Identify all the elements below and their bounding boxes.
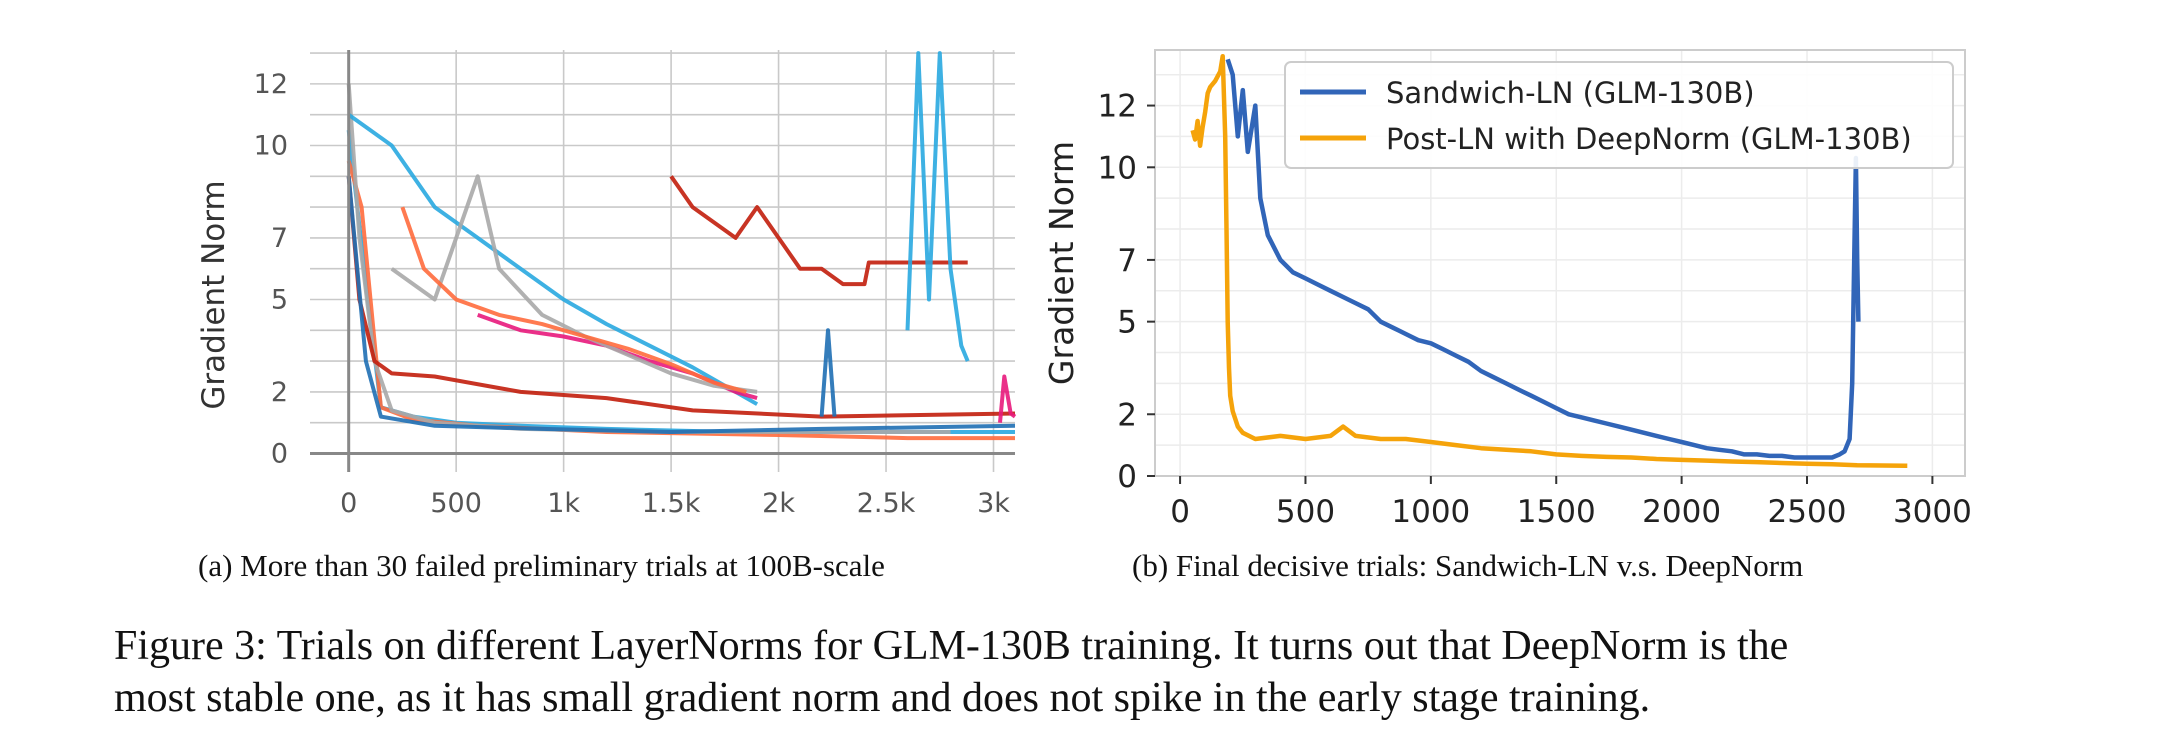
panel-a-trial-series xyxy=(347,113,759,406)
panel-b-x-tick-label: 0 xyxy=(1170,494,1190,530)
panel-b-x-tick-label: 1500 xyxy=(1517,494,1596,530)
panel-b-y-tick-label: 12 xyxy=(1098,89,1137,125)
sandwich-ln-series xyxy=(1225,58,1861,460)
legend-label-sandwich-ln: Sandwich-LN (GLM-130B) xyxy=(1386,76,1755,110)
panel-b-y-tick-label: 10 xyxy=(1098,150,1137,186)
panel-a-series xyxy=(346,51,1017,441)
panel-b-x-tick-label: 2000 xyxy=(1642,494,1721,530)
subcaption-b: (b) Final decisive trials: Sandwich-LN v… xyxy=(1132,548,1804,583)
panel-a-tick-labels: 0 500 1k 1.5k 2k 2.5k 3k 0 2 5 7 10 12 xyxy=(254,69,1011,519)
panel-a-trial-series xyxy=(346,176,1016,434)
panel-a-trial-series xyxy=(346,83,951,434)
panel-b-y-axis-label: Gradient Norm xyxy=(1042,141,1081,385)
panel-a-y-tick-label: 7 xyxy=(271,223,288,254)
panel-a-x-tick-label: 3k xyxy=(977,488,1010,519)
panel-a-x-tick-label: 0 xyxy=(340,488,357,519)
panel-a-y-axis-label: Gradient Norm xyxy=(196,180,232,409)
panel-b-plot-frame xyxy=(1154,49,1966,477)
panel-a-x-tick-label: 1.5k xyxy=(642,488,701,519)
panel-b-x-tick-label: 1000 xyxy=(1391,494,1470,530)
figure-caption-line-1: Figure 3: Trials on different LayerNorms… xyxy=(114,623,1789,669)
panel-b-legend: Sandwich-LN (GLM-130B) Post-LN with Deep… xyxy=(1284,61,1954,169)
figure-caption: Figure 3: Trials on different LayerNorms… xyxy=(114,620,2114,724)
panel-a-x-tick-label: 2.5k xyxy=(857,488,916,519)
panel-b-tick-labels: 0 500 1000 1500 2000 2500 3000 0 2 5 7 10 12 xyxy=(1098,89,1972,530)
legend-label-deepnorm: Post-LN with DeepNorm (GLM-130B) xyxy=(1386,122,1912,156)
panel-b-y-tick-label: 2 xyxy=(1117,397,1137,433)
panel-b-x-tick-label: 3000 xyxy=(1893,494,1972,530)
panel-a-y-tick-label: 10 xyxy=(254,130,288,161)
panel-a-chart: 0 500 1k 1.5k 2k 2.5k 3k 0 2 5 7 10 12 Gradient Norm xyxy=(196,50,1017,519)
figure-caption-line-2: most stable one, as it has small gradien… xyxy=(114,675,1651,721)
panel-a-y-tick-label: 0 xyxy=(271,439,288,470)
panel-a-x-tick-label: 500 xyxy=(430,488,482,519)
panel-a-trial-series xyxy=(998,374,1017,423)
panel-a-axes xyxy=(310,50,1015,472)
legend-box xyxy=(1284,61,1954,169)
panel-b-y-tick-label: 0 xyxy=(1117,459,1137,495)
panel-a-x-tick-label: 2k xyxy=(762,488,795,519)
panel-b-y-tick-label: 7 xyxy=(1117,243,1137,279)
panel-a-trial-series xyxy=(346,176,1016,419)
panel-a-x-tick-label: 1k xyxy=(547,488,580,519)
panel-b-series xyxy=(1190,53,1908,469)
panel-a-trial-series xyxy=(819,328,837,417)
panel-a-trial-series xyxy=(400,206,747,394)
panel-b-chart: 0 500 1000 1500 2000 2500 3000 0 2 5 7 10 12 Gradien… xyxy=(1042,49,1972,530)
panel-a-y-tick-label: 2 xyxy=(271,377,288,408)
panel-b-y-tick-label: 5 xyxy=(1117,305,1137,341)
panel-a-trial-series xyxy=(390,174,758,394)
panel-a-trial-series xyxy=(905,51,970,362)
deepnorm-series xyxy=(1190,53,1908,469)
panel-b-x-tick-label: 2500 xyxy=(1768,494,1847,530)
panel-b-x-tick-label: 500 xyxy=(1276,494,1335,530)
panel-a-y-tick-label: 5 xyxy=(271,285,288,316)
panel-a-y-tick-label: 12 xyxy=(254,69,288,100)
panel-a-trial-series xyxy=(669,175,968,287)
panel-a-grid xyxy=(310,50,1015,472)
subcaption-a: (a) More than 30 failed preliminary tria… xyxy=(198,548,885,583)
